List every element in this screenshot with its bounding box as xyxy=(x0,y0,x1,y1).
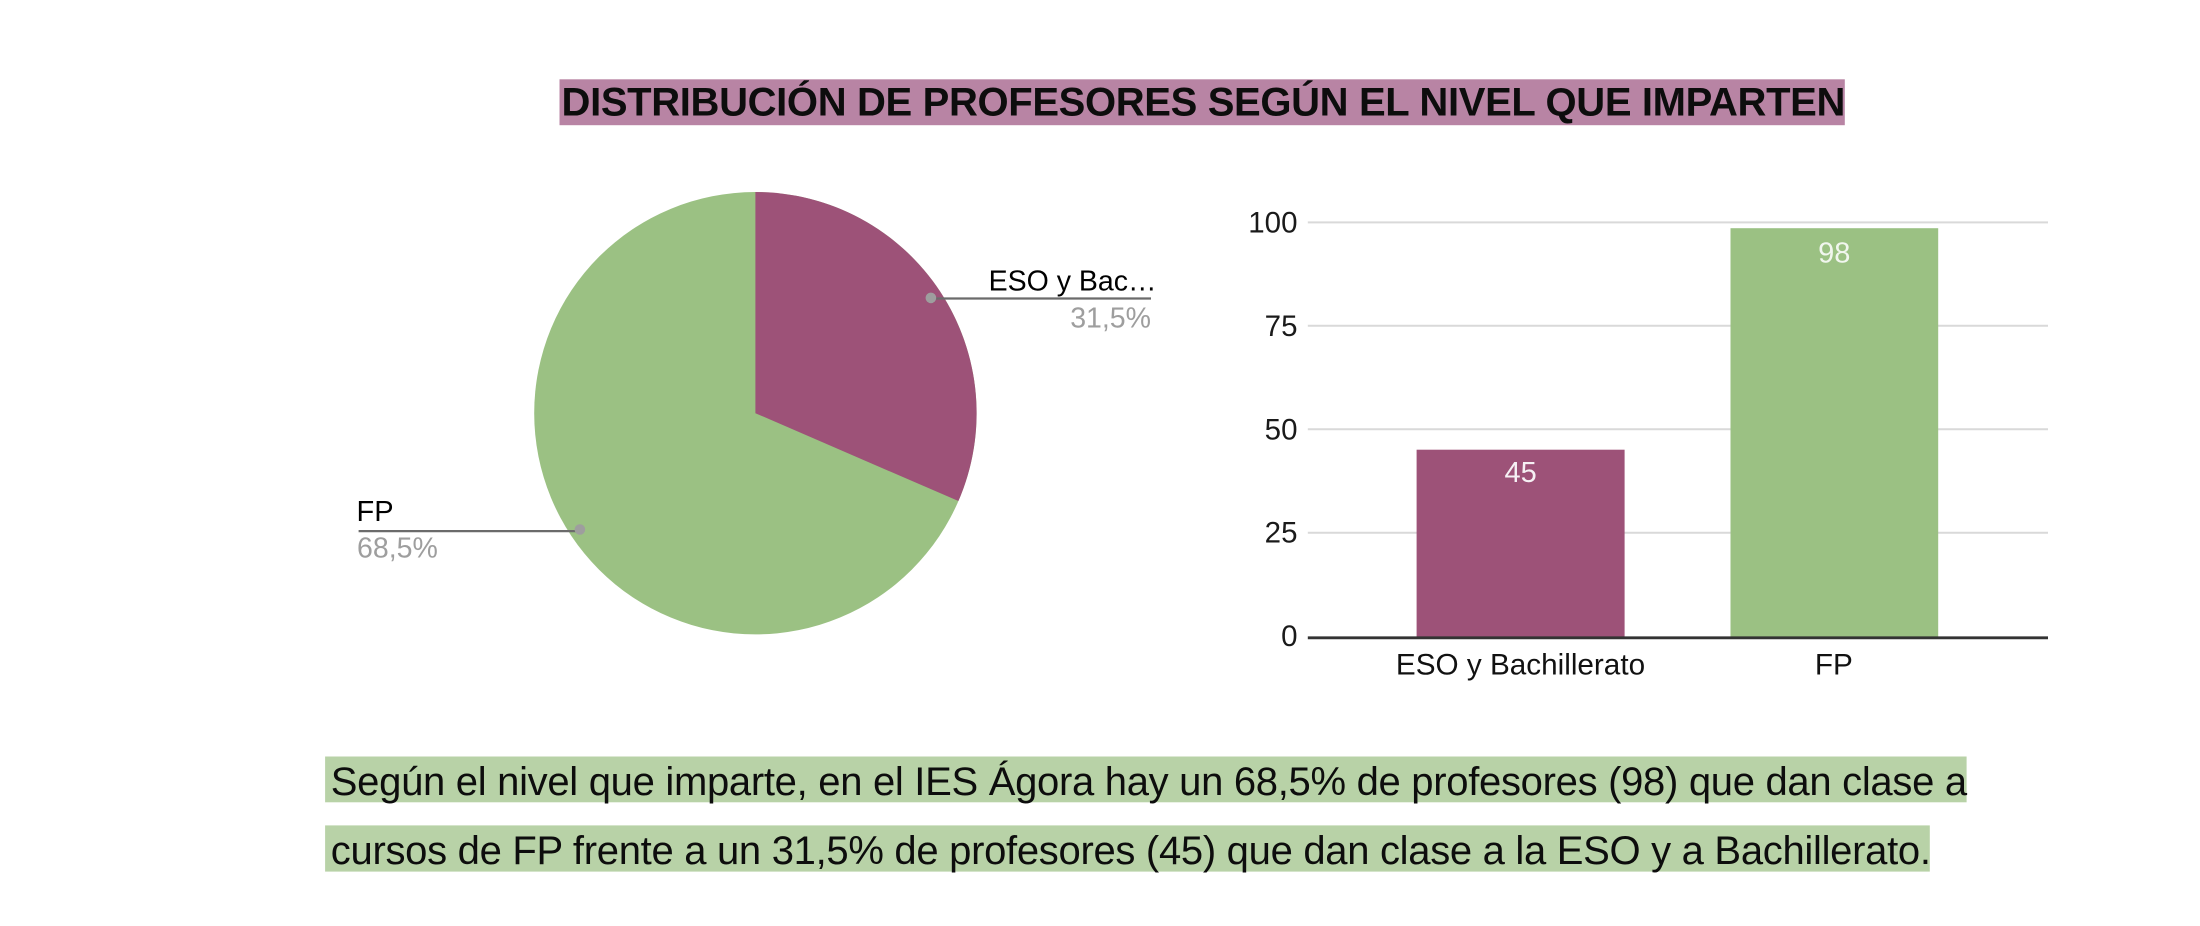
svg-text:0: 0 xyxy=(1281,620,1297,653)
svg-text:50: 50 xyxy=(1265,413,1298,446)
svg-text:cursos de FP frente a un 31,5%: cursos de FP frente a un 31,5% de profes… xyxy=(331,829,1931,873)
svg-text:75: 75 xyxy=(1265,310,1298,343)
svg-text:25: 25 xyxy=(1265,517,1298,550)
svg-text:ESO y Bac…: ESO y Bac… xyxy=(989,265,1157,297)
svg-text:45: 45 xyxy=(1504,457,1536,489)
svg-text:98: 98 xyxy=(1818,237,1850,269)
svg-text:FP: FP xyxy=(357,496,394,528)
svg-text:68,5%: 68,5% xyxy=(357,533,438,565)
svg-text:DISTRIBUCIÓN DE PROFESORES SEG: DISTRIBUCIÓN DE PROFESORES SEGÚN EL NIVE… xyxy=(562,79,1845,125)
svg-text:Según el nivel que imparte, en: Según el nivel que imparte, en el IES Ág… xyxy=(331,759,1968,804)
svg-text:31,5%: 31,5% xyxy=(1070,303,1151,335)
svg-text:ESO y Bachillerato: ESO y Bachillerato xyxy=(1396,648,1645,681)
svg-text:FP: FP xyxy=(1815,648,1853,681)
svg-text:100: 100 xyxy=(1248,206,1297,239)
